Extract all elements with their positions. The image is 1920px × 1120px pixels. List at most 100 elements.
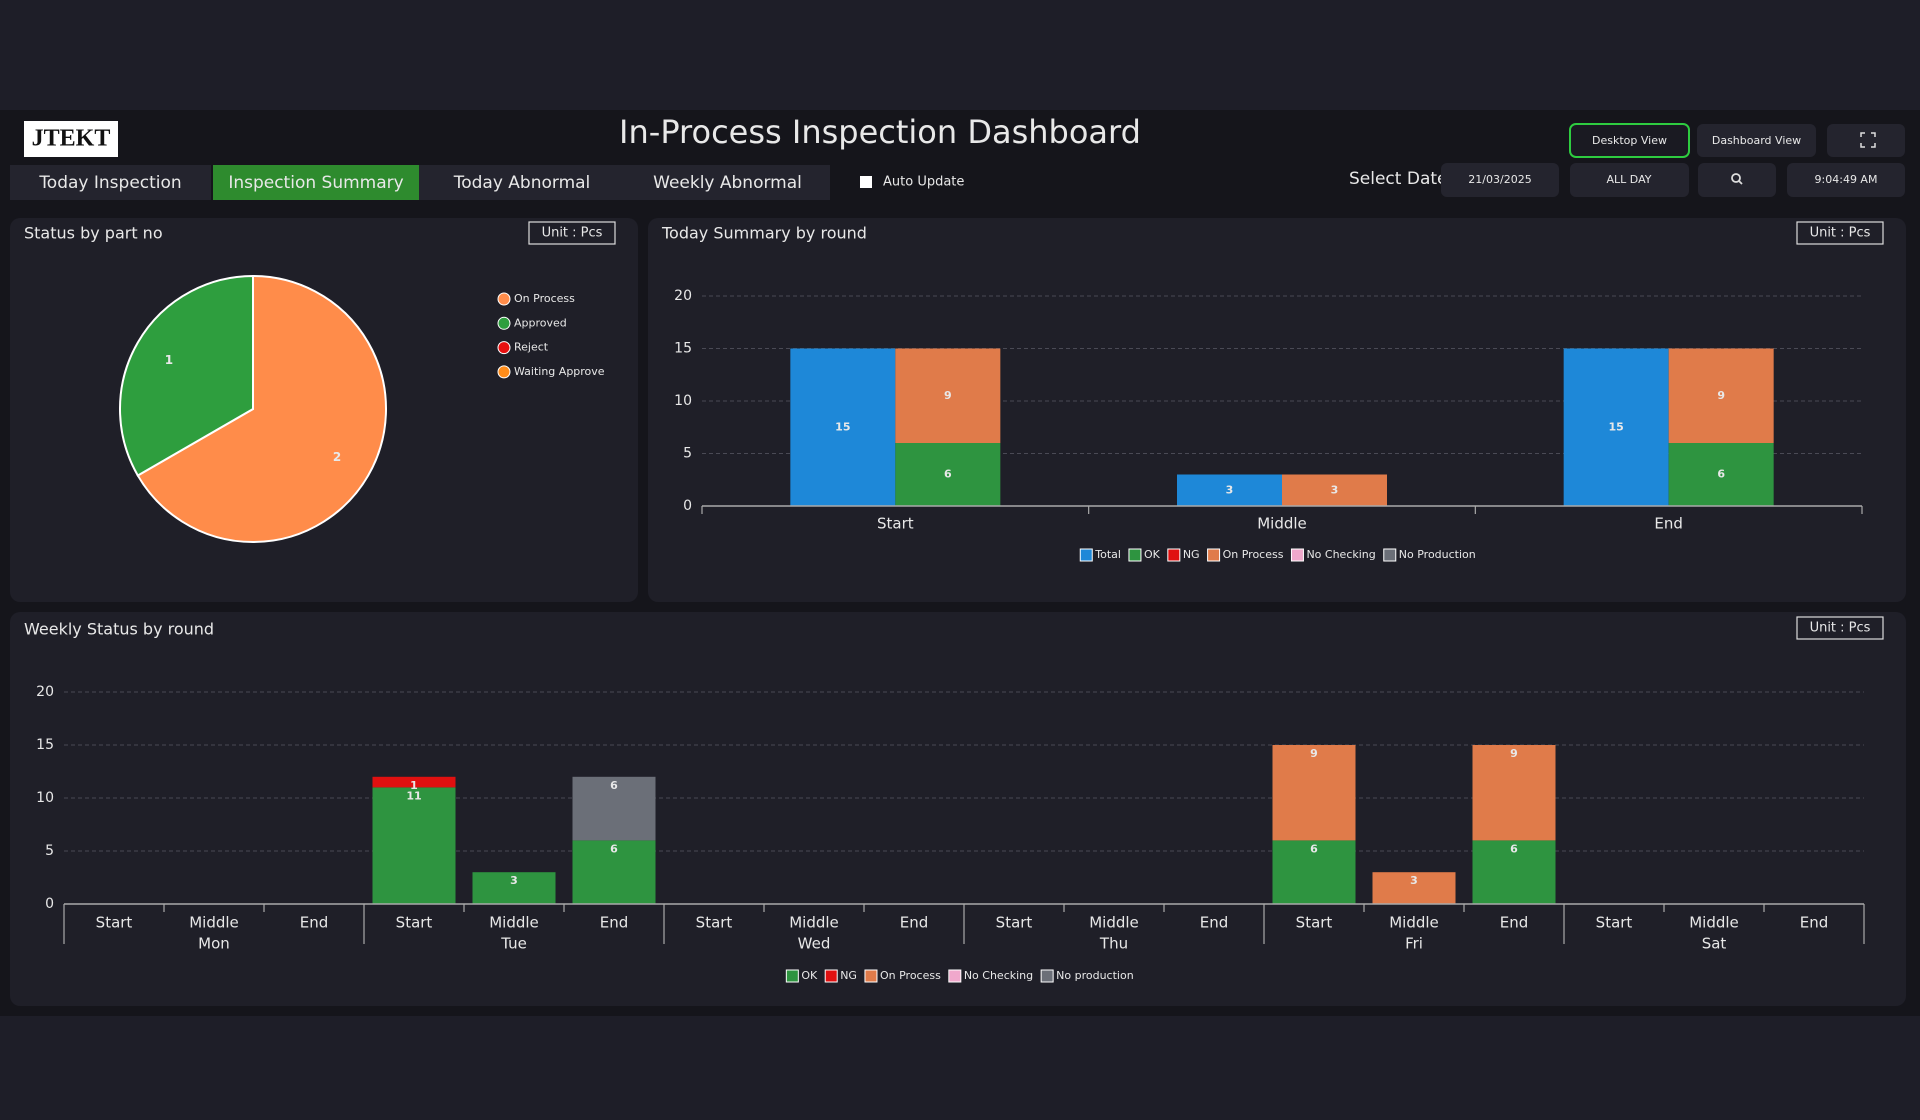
legend-label: OK [1144,548,1161,561]
tab[interactable] [213,165,419,200]
bar-segment [1472,840,1556,904]
x-tick-label: End [1500,914,1529,932]
view-button-label: Dashboard View [1712,134,1801,147]
y-tick-label: 0 [45,896,54,912]
tab-label: Today Inspection [38,173,181,193]
legend-swatch [824,969,838,983]
bar-segment [572,840,656,904]
bar-segment [1668,443,1774,506]
panel [10,612,1906,1006]
legend-label: Reject [514,341,549,354]
y-tick-label: 10 [36,790,54,806]
value-label: 9 [944,389,952,402]
x-tick-label: Middle [1089,914,1139,932]
value-label: 9 [1510,747,1518,760]
group-label: Wed [798,935,831,953]
legend-label: Total [1094,548,1121,561]
x-tick-label: Middle [189,914,239,932]
legend: Total OK NG On Process No Checking No Product… [1079,548,1476,562]
group-label: Sat [1702,935,1727,953]
unit-label: Unit : Pcs [1810,226,1871,241]
y-tick-label: 20 [36,684,54,700]
unit-box [1796,616,1884,640]
legend-swatch [1290,548,1304,562]
tab[interactable] [419,165,625,200]
legend-label: No Checking [964,969,1033,982]
view-button[interactable] [1569,123,1690,158]
legend-label: On Process [1223,548,1284,561]
bar-segment [1272,745,1356,841]
legend-label: No Checking [1306,548,1375,561]
x-tick-label: Middle [489,914,539,932]
search-icon [1738,180,1743,185]
y-tick-label: 15 [36,737,54,753]
search-icon [1731,173,1741,183]
value-label: 15 [835,420,850,433]
tab[interactable] [625,165,830,200]
legend-swatch [1040,969,1054,983]
legend-swatch [1383,548,1397,562]
y-tick-label: 20 [674,288,692,304]
value-label: 3 [1226,483,1234,496]
unit-label: Unit : Pcs [1810,621,1871,636]
bar-segment [372,776,456,788]
legend-label: No production [1056,969,1134,982]
x-tick-label: Middle [1389,914,1439,932]
x-tick-label: Start [1296,914,1333,932]
top-band [0,0,1920,110]
x-tick-label: End [300,914,329,932]
x-tick-label: Start [996,914,1033,932]
y-tick-label: 5 [45,843,54,859]
x-tick-label: End [1800,914,1829,932]
panel-title: Weekly Status by round [24,620,214,639]
view-button-label: Desktop View [1592,134,1667,147]
bar-segment [895,348,1001,443]
x-tick-label: End [900,914,929,932]
unit-label: Unit : Pcs [542,226,603,241]
legend-swatch [1128,548,1142,562]
x-tick-label: Start [877,515,914,533]
time: 9:04:49 AM [1815,173,1878,186]
value-label: 6 [610,842,618,855]
date-value: 21/03/2025 [1468,173,1531,186]
value-label: 3 [510,874,518,887]
y-tick-label: 5 [683,446,692,462]
fullscreen-button[interactable] [1827,124,1905,157]
value-label: 11 [406,789,421,802]
pie-slice [136,274,387,543]
x-tick-label: Middle [1257,515,1307,533]
range-select[interactable] [1570,163,1689,197]
view-button[interactable] [1697,124,1816,157]
legend: OK NG On Process No Checking No production [785,969,1134,983]
tab[interactable] [10,165,211,200]
bar-segment [1272,840,1356,904]
pie-label: 2 [333,450,341,464]
legend-label: Waiting Approve [514,365,605,378]
x-tick-label: End [600,914,629,932]
legend-marker [497,316,511,330]
y-tick-label: 15 [674,341,692,357]
tab-label: Weekly Abnormal [653,173,802,193]
group-label: Tue [500,935,527,953]
bar-segment [1668,348,1774,443]
checkbox[interactable] [860,176,872,188]
search-button[interactable] [1698,163,1776,197]
x-tick-label: Start [1596,914,1633,932]
value-label: 6 [1717,468,1725,481]
value-label: 6 [1310,842,1318,855]
group-label: Thu [1099,935,1128,953]
legend-label: On Process [880,969,941,982]
value-label: 6 [944,468,952,481]
legend-marker [497,341,511,355]
pie-label: 1 [165,353,173,367]
unit-box [1796,221,1884,245]
value-label: 3 [1331,483,1339,496]
logo: JTEKT [32,126,111,152]
legend-label: NG [840,969,857,982]
legend-label: OK [801,969,818,982]
date-input[interactable] [1441,163,1559,197]
legend-label: On Process [514,292,575,305]
x-tick-label: End [1654,515,1683,533]
